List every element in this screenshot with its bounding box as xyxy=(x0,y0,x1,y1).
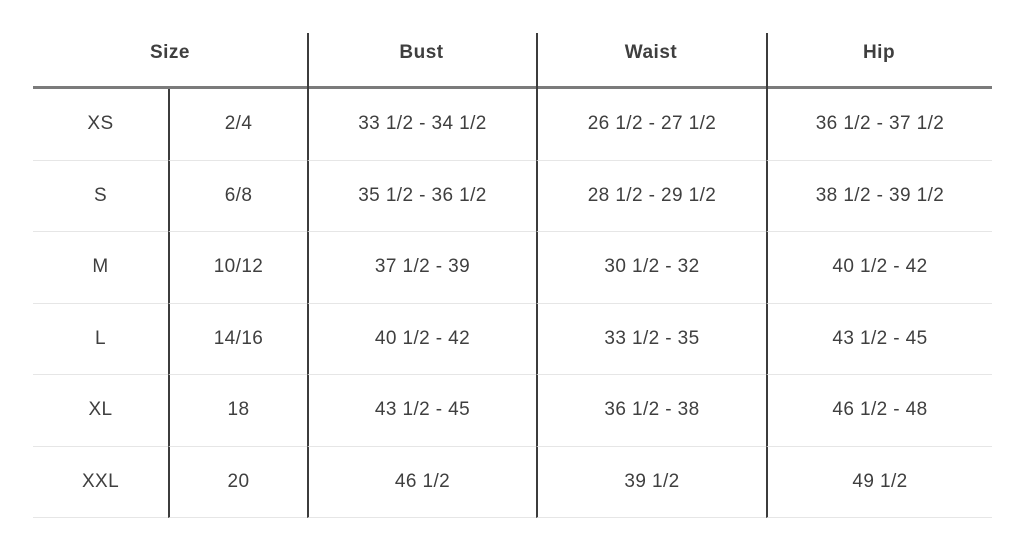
column-header-hip: Hip xyxy=(766,20,992,89)
row-l: L 14/16 40 1/2 - 42 33 1/2 - 35 43 1/2 -… xyxy=(33,303,992,375)
size-number-cell: 6/8 xyxy=(168,160,307,232)
waist-value-cell: 36 1/2 - 38 xyxy=(536,375,766,447)
bust-value-cell: 40 1/2 - 42 xyxy=(307,303,536,375)
bust-value-cell: 37 1/2 - 39 xyxy=(307,232,536,304)
bust-value-cell: 46 1/2 xyxy=(307,446,536,518)
hip-value-cell: 43 1/2 - 45 xyxy=(766,303,992,375)
header-row: Size Bust Waist Hip xyxy=(33,20,992,89)
waist-value-cell: 28 1/2 - 29 1/2 xyxy=(536,160,766,232)
size-label-cell: M xyxy=(33,232,168,304)
column-header-waist: Waist xyxy=(536,20,766,89)
size-label-cell: S xyxy=(33,161,168,232)
size-number-cell: 14/16 xyxy=(168,303,307,375)
row-s: S 6/8 35 1/2 - 36 1/2 28 1/2 - 29 1/2 38… xyxy=(33,160,992,232)
hip-value-cell: 38 1/2 - 39 1/2 xyxy=(766,160,992,232)
waist-value-cell: 33 1/2 - 35 xyxy=(536,303,766,375)
size-label-cell: XL xyxy=(33,375,168,447)
bust-value-cell: 35 1/2 - 36 1/2 xyxy=(307,160,536,232)
waist-value-cell: 30 1/2 - 32 xyxy=(536,232,766,304)
hip-value-cell: 40 1/2 - 42 xyxy=(766,232,992,304)
hip-value-cell: 46 1/2 - 48 xyxy=(766,375,992,447)
column-header-size: Size xyxy=(33,20,307,89)
size-chart-table: Size Bust Waist Hip XS 2/4 33 1/2 - 34 1… xyxy=(33,20,992,518)
waist-value-cell: 26 1/2 - 27 1/2 xyxy=(536,89,766,161)
hip-value-cell: 49 1/2 xyxy=(766,446,992,518)
size-number-cell: 10/12 xyxy=(168,232,307,304)
row-xxl: XXL 20 46 1/2 39 1/2 49 1/2 xyxy=(33,446,992,518)
column-header-bust: Bust xyxy=(307,20,536,89)
size-label-cell: XXL xyxy=(33,447,168,518)
size-number-cell: 18 xyxy=(168,375,307,447)
waist-value-cell: 39 1/2 xyxy=(536,446,766,518)
bust-value-cell: 33 1/2 - 34 1/2 xyxy=(307,89,536,161)
row-xs: XS 2/4 33 1/2 - 34 1/2 26 1/2 - 27 1/2 3… xyxy=(33,89,992,161)
size-label-cell: XS xyxy=(33,89,168,161)
bust-value-cell: 43 1/2 - 45 xyxy=(307,375,536,447)
size-number-cell: 2/4 xyxy=(168,89,307,161)
size-number-cell: 20 xyxy=(168,446,307,518)
row-m: M 10/12 37 1/2 - 39 30 1/2 - 32 40 1/2 -… xyxy=(33,232,992,304)
hip-value-cell: 36 1/2 - 37 1/2 xyxy=(766,89,992,161)
size-label-cell: L xyxy=(33,304,168,375)
row-xl: XL 18 43 1/2 - 45 36 1/2 - 38 46 1/2 - 4… xyxy=(33,375,992,447)
